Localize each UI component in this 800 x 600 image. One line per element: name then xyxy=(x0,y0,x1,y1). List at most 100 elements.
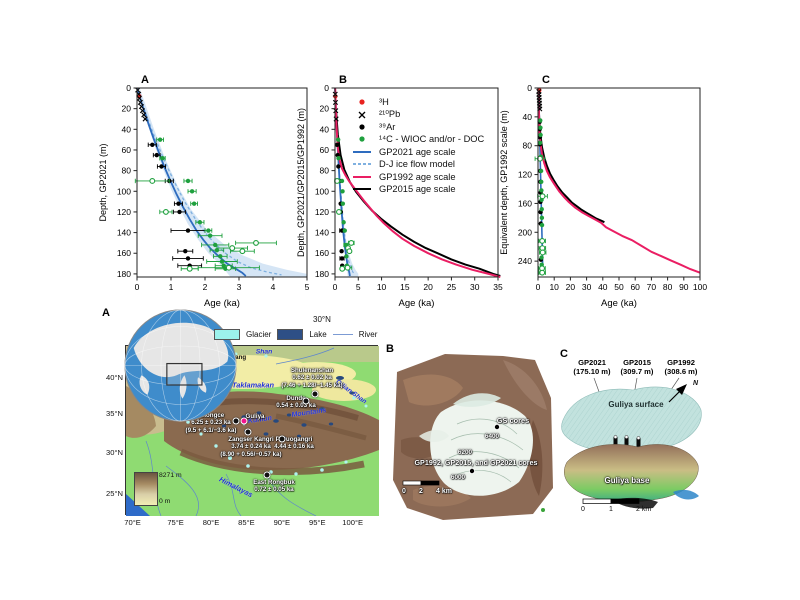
legend-label: GP2015 age scale xyxy=(379,183,456,194)
legend-item: ³H xyxy=(352,96,484,108)
y-axis-label: Depth, GP2021 (m) xyxy=(98,143,108,221)
terrain-scale-0: 0 xyxy=(402,488,406,495)
map-region-label: Taklamakan xyxy=(231,380,275,390)
age-depth-chart-A: 0 1 2 3 4 5 0 20 40 60 80 100 120 140 160 180 Age (ka) De… xyxy=(98,74,310,309)
series-line xyxy=(136,87,247,277)
legend-item: ¹⁴C - WIOC and/or - DOC xyxy=(352,133,484,145)
legend-line-icon xyxy=(353,175,371,178)
x-tick-label: 10 xyxy=(377,282,387,292)
x-tick-label: 60 xyxy=(630,282,640,292)
y-tick-label: 100 xyxy=(117,186,131,196)
x-tick-label: 80 xyxy=(663,282,673,292)
y-tick-label: 160 xyxy=(117,248,131,258)
y-tick-label: 240 xyxy=(518,256,532,266)
gs-cores-label: GS cores xyxy=(496,416,530,425)
age-depth-chart-C: 0 10 20 30 40 50 60 70 80 90 100 0 40 80 120 160 200 240 A… xyxy=(499,74,707,309)
site-label-line: Dunde xyxy=(286,395,306,402)
y-tick-label: 0 xyxy=(324,83,329,93)
legend-label: GP2021 age scale xyxy=(379,146,456,157)
y-tick-label: 80 xyxy=(523,141,533,151)
lon-tick-label: 80°E xyxy=(202,518,220,527)
y-tick-label: 180 xyxy=(315,269,329,279)
x-tick-label: 20 xyxy=(566,282,576,292)
site-label-line: 0.54 ± 0.03 ka xyxy=(276,402,316,410)
core-gp1992-depth: (308.6 m) xyxy=(664,367,698,377)
north-arrow-icon xyxy=(668,384,687,403)
site-label-line: (9.5 + 6.1/−3.6 ka) xyxy=(185,426,237,434)
core-label-gp2021: GP2021 (175.10 m) xyxy=(573,358,610,377)
x-tick-label: 35 xyxy=(493,282,503,292)
site-dot-icon xyxy=(278,435,286,443)
site-label-line: 0.72 ± 0.05 ka xyxy=(254,486,294,494)
site-dot-icon xyxy=(244,428,252,436)
elevation-max-label: 8271 m xyxy=(159,472,182,479)
y-tick-label: 40 xyxy=(320,124,330,134)
lat-tick-label: 25°N xyxy=(106,488,123,498)
x-tick-label: 50 xyxy=(614,282,624,292)
y-tick-label: 120 xyxy=(315,207,329,217)
legend-marker-icon xyxy=(358,111,366,119)
series-line xyxy=(136,87,282,276)
x-tick-label: 30 xyxy=(582,282,592,292)
site-label-line: East Rongbuk xyxy=(253,479,295,486)
y-tick-label: 60 xyxy=(320,145,330,155)
x-tick-label: 100 xyxy=(693,282,707,292)
cs-scale-0: 0 xyxy=(581,506,585,513)
y-axis-label: Depth, GP2021/GP2015/GP1992 (m) xyxy=(296,108,306,257)
cross-section-panel-letter: C xyxy=(560,348,568,360)
x-tick-label: 0 xyxy=(536,282,541,292)
gp-cores-label: GP1992, GP2015, and GP2021 cores xyxy=(414,458,538,467)
series-line xyxy=(537,87,701,274)
site-dot-icon xyxy=(240,417,248,425)
base-label: Guliya base xyxy=(604,476,650,485)
y-tick-label: 80 xyxy=(122,166,132,176)
core-label-gp1992: GP1992 (308.6 m) xyxy=(665,358,698,377)
site-label-line: Zangser Kangri xyxy=(228,436,274,443)
plot-frame xyxy=(136,87,308,278)
x-tick-label: 10 xyxy=(549,282,559,292)
plot-frame xyxy=(334,87,499,278)
x-tick-label: 5 xyxy=(356,282,361,292)
lon-tick-label: 85°E xyxy=(238,518,255,527)
legend-item: GP1992 age scale xyxy=(352,170,484,182)
plot-frame xyxy=(537,87,701,278)
x-axis-label: Age (ka) xyxy=(204,298,240,309)
x-tick-label: 0 xyxy=(333,282,338,292)
y-tick-label: 40 xyxy=(122,124,132,134)
elevation-min-label: 0 m xyxy=(159,498,171,505)
age-depth-chart-B: 0 5 10 15 20 25 30 35 0 20 40 60 80 100 120 140 160 180 Ag… xyxy=(296,74,503,309)
legend-line-icon xyxy=(353,163,371,166)
cs-scale-2km: 2 km xyxy=(636,506,652,513)
chart-panel-letter: B xyxy=(339,74,347,86)
y-tick-label: 160 xyxy=(315,248,329,258)
y-tick-label: 20 xyxy=(122,104,132,114)
map-region-label: Himalayas xyxy=(217,474,255,500)
legend-line-icon xyxy=(353,187,371,190)
lon-tick-label: 100°E xyxy=(342,518,364,527)
legend-label: ³⁹Ar xyxy=(379,121,396,132)
legend-label: GP1992 age scale xyxy=(379,171,456,182)
site-dot-icon xyxy=(311,390,319,398)
site-dot-icon xyxy=(263,471,271,479)
lon-tick-label: 70°E xyxy=(124,518,141,527)
y-tick-label: 160 xyxy=(518,198,532,208)
lat-tick-label: 40°N xyxy=(106,373,123,383)
river-line-icon xyxy=(332,334,353,335)
x-tick-label: 4 xyxy=(271,282,276,292)
contour-6200-label: 6200 xyxy=(457,449,473,456)
lake-label: Lake xyxy=(309,330,327,339)
core-gp2015-depth: (309.7 m) xyxy=(620,367,654,377)
legend-item: GP2021 age scale xyxy=(352,146,484,158)
elevation-scale xyxy=(134,472,158,506)
north-label: N xyxy=(693,380,699,387)
site-label-line: (7.46 + 1.28/−1.45 ka) xyxy=(281,381,343,389)
terrain-art xyxy=(393,354,553,520)
core-gp2021-name: GP2021 xyxy=(578,358,606,367)
legend-label: ¹⁴C - WIOC and/or - DOC xyxy=(379,134,485,145)
site-dot-icon xyxy=(232,417,240,425)
x-tick-label: 5 xyxy=(305,282,310,292)
y-tick-label: 0 xyxy=(527,83,532,93)
x-tick-label: 70 xyxy=(647,282,657,292)
y-tick-label: 120 xyxy=(117,207,131,217)
river-label: River xyxy=(358,330,378,339)
